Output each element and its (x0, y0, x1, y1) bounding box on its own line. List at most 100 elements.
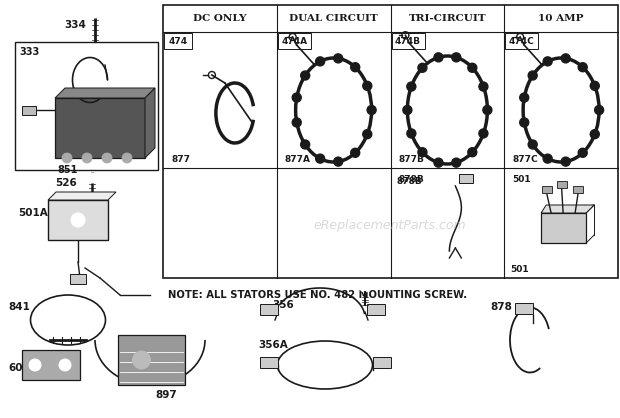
Circle shape (122, 153, 132, 163)
Text: 605: 605 (8, 363, 30, 373)
Circle shape (360, 282, 370, 292)
Text: 474B: 474B (395, 36, 421, 46)
Bar (15, 42, 158, 170)
Text: 877C: 877C (512, 155, 538, 165)
Text: 501: 501 (510, 265, 529, 275)
Circle shape (90, 8, 100, 18)
Text: 474A: 474A (281, 36, 308, 46)
Circle shape (62, 153, 72, 163)
Bar (22, 106, 36, 115)
Bar (373, 357, 391, 368)
Polygon shape (145, 88, 155, 158)
Text: DUAL CIRCUIT: DUAL CIRCUIT (290, 14, 378, 23)
Text: 526: 526 (55, 178, 77, 188)
Circle shape (520, 93, 529, 102)
Text: 878B: 878B (399, 176, 424, 184)
Bar (55, 98, 145, 158)
Circle shape (334, 54, 343, 63)
Circle shape (301, 71, 309, 80)
Circle shape (543, 154, 552, 163)
Circle shape (351, 148, 360, 157)
Circle shape (561, 54, 570, 63)
Bar (260, 304, 278, 315)
Bar (163, 5, 618, 278)
Circle shape (543, 57, 552, 66)
Circle shape (82, 153, 92, 163)
Polygon shape (48, 192, 116, 200)
Circle shape (418, 63, 427, 72)
Text: 841: 841 (8, 302, 30, 312)
Bar (573, 186, 583, 193)
Circle shape (452, 53, 461, 62)
Text: 10 AMP: 10 AMP (538, 14, 584, 23)
Polygon shape (55, 88, 155, 98)
Circle shape (479, 129, 488, 138)
Text: 878B: 878B (397, 178, 422, 186)
Circle shape (479, 82, 488, 91)
Text: 877A: 877A (285, 155, 311, 165)
Circle shape (363, 130, 372, 139)
Circle shape (301, 140, 309, 149)
Circle shape (351, 63, 360, 72)
Circle shape (407, 129, 416, 138)
Text: 474C: 474C (509, 36, 534, 46)
Bar (70, 274, 86, 284)
Text: 877: 877 (171, 155, 190, 165)
Bar (164, 33, 192, 49)
Text: 334: 334 (64, 20, 86, 30)
Circle shape (102, 153, 112, 163)
Bar (459, 174, 474, 183)
Circle shape (367, 105, 376, 115)
Bar (48, 200, 108, 240)
Bar (505, 33, 538, 49)
Text: DC ONLY: DC ONLY (193, 14, 247, 23)
Circle shape (483, 105, 492, 115)
Bar (22, 350, 80, 380)
Circle shape (292, 118, 301, 127)
Circle shape (403, 105, 412, 115)
Circle shape (292, 93, 301, 102)
Bar (260, 357, 278, 368)
Circle shape (316, 57, 325, 66)
Circle shape (59, 359, 71, 371)
Text: NOTE: ALL STATORS USE NO. 482 MOUNTING SCREW.: NOTE: ALL STATORS USE NO. 482 MOUNTING S… (168, 290, 467, 300)
Circle shape (71, 213, 85, 227)
Circle shape (561, 157, 570, 166)
Circle shape (407, 82, 416, 91)
Circle shape (452, 158, 461, 167)
Text: 877B: 877B (399, 155, 424, 165)
Circle shape (520, 118, 529, 127)
Circle shape (528, 71, 537, 80)
Circle shape (578, 148, 587, 157)
Text: 356: 356 (272, 300, 294, 310)
Bar (557, 181, 567, 188)
Text: 878: 878 (490, 302, 512, 312)
Bar (118, 335, 185, 385)
Text: 474: 474 (169, 36, 188, 46)
Bar (391, 33, 425, 49)
Circle shape (468, 148, 477, 157)
Circle shape (590, 130, 600, 139)
Circle shape (434, 53, 443, 62)
Circle shape (87, 173, 97, 183)
Circle shape (434, 158, 443, 167)
Text: 897: 897 (155, 390, 177, 400)
Text: 501A: 501A (18, 208, 48, 218)
Bar (515, 303, 533, 314)
Text: TRI-CIRCUIT: TRI-CIRCUIT (409, 14, 486, 23)
Text: 356A: 356A (258, 340, 288, 350)
Circle shape (590, 82, 600, 90)
Circle shape (316, 154, 325, 163)
Text: eReplacementParts.com: eReplacementParts.com (314, 219, 466, 232)
Text: 851: 851 (57, 165, 78, 175)
Circle shape (578, 63, 587, 72)
Bar (541, 213, 586, 243)
Polygon shape (541, 205, 594, 213)
Circle shape (528, 140, 537, 149)
Bar (278, 33, 311, 49)
Circle shape (363, 82, 372, 90)
Bar (542, 186, 552, 193)
Circle shape (595, 105, 604, 115)
Text: 333: 333 (19, 47, 39, 57)
Circle shape (418, 148, 427, 157)
